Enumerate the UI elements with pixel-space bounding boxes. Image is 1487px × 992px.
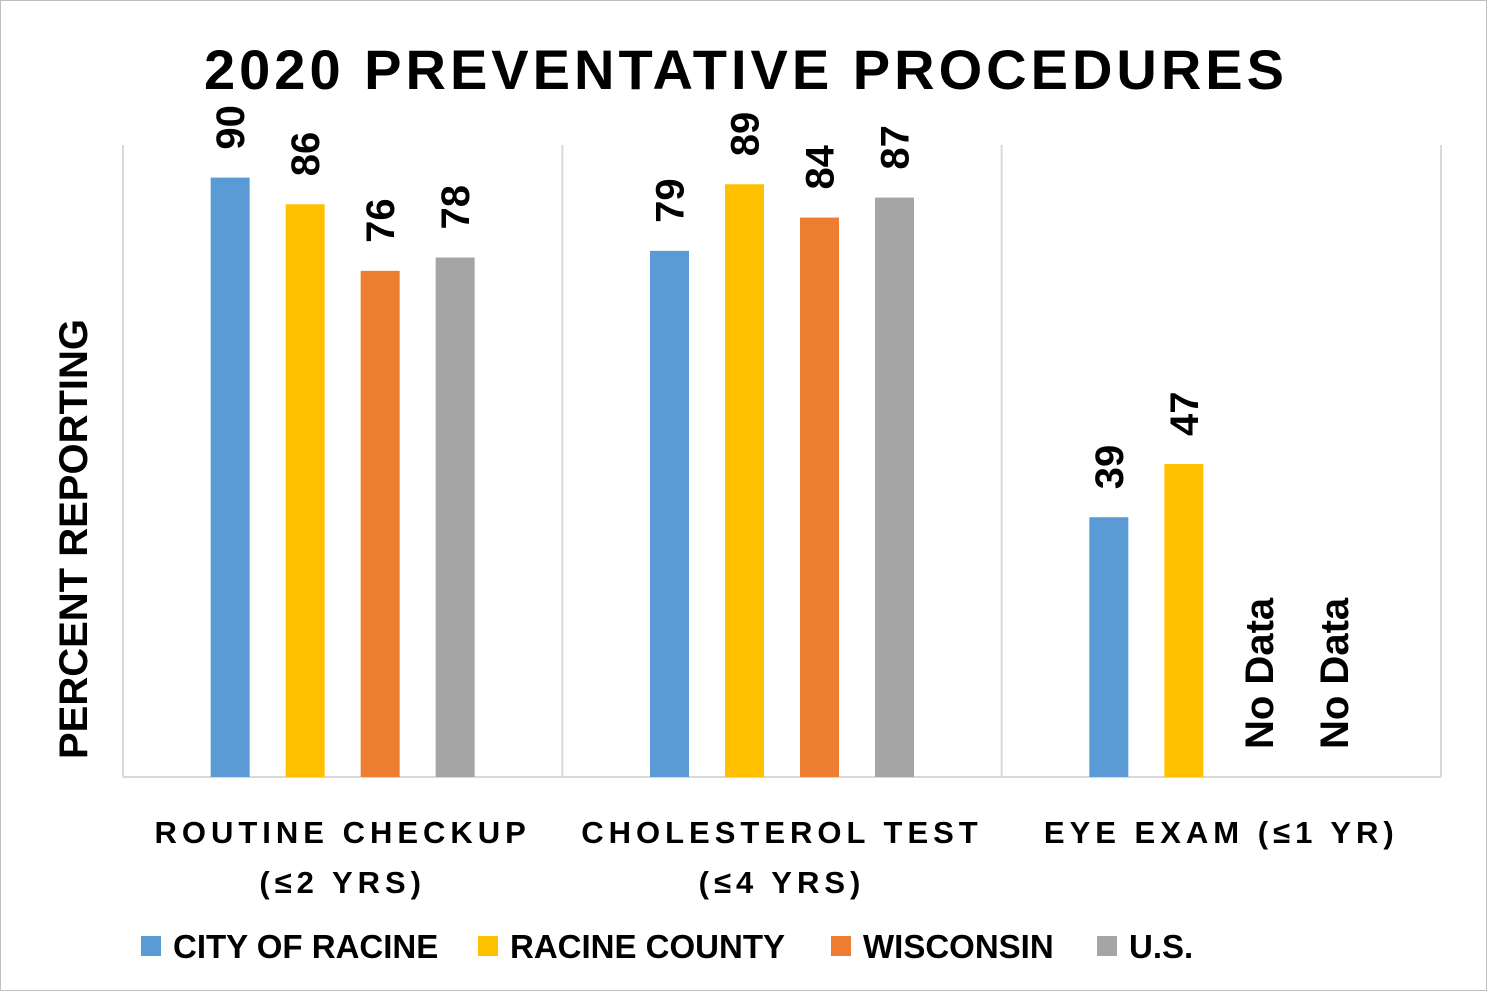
data-label: 89 xyxy=(724,112,768,157)
data-label-missing: No Data xyxy=(1313,597,1357,749)
bar-u-s-2 xyxy=(875,197,914,777)
data-label: 90 xyxy=(209,105,253,150)
legend-swatch-city-of-racine xyxy=(141,936,161,956)
bar-city-of-racine-3 xyxy=(1089,517,1129,777)
bar-city-of-racine-2 xyxy=(650,250,689,778)
data-label: 87 xyxy=(874,125,918,170)
bar-wisconsin-2 xyxy=(800,217,839,777)
legend-label-racine-county: RACINE COUNTY xyxy=(510,928,785,965)
bar-racine-county-1 xyxy=(285,204,325,778)
bar-racine-county-3 xyxy=(1164,463,1204,777)
legend: CITY OF RACINE RACINE COUNTY WISCONSIN U.S. xyxy=(141,928,1193,965)
data-label-missing: No Data xyxy=(1238,597,1282,749)
data-label: 76 xyxy=(359,198,403,243)
category-label: ROUTINE CHECKUP xyxy=(154,815,530,850)
data-label: 78 xyxy=(434,185,478,230)
legend-label-city-of-racine: CITY OF RACINE xyxy=(173,928,438,965)
legend-swatch-wisconsin xyxy=(831,936,851,956)
category-labels: ROUTINE CHECKUP (≤2 YRS) CHOLESTEROL TEST (… xyxy=(154,815,1399,900)
data-label: 84 xyxy=(799,144,843,189)
data-label: 86 xyxy=(284,132,328,177)
legend-swatch-racine-county xyxy=(478,936,498,956)
legend-label-u-s: U.S. xyxy=(1129,928,1193,965)
legend-label-wisconsin: WISCONSIN xyxy=(863,928,1054,965)
legend-swatch-u-s xyxy=(1097,936,1117,956)
data-label: 39 xyxy=(1088,445,1132,490)
chart-title: 2020 PREVENTATIVE PROCEDURES xyxy=(204,38,1288,101)
plot-area: 90 79 39 86 89 47 76 84 No Data 78 87 No Data xyxy=(122,105,1442,778)
data-label: 47 xyxy=(1163,391,1207,436)
bar-wisconsin-1 xyxy=(360,270,400,777)
category-label: CHOLESTEROL TEST xyxy=(581,815,983,850)
category-label: (≤4 YRS) xyxy=(699,865,866,900)
y-axis-label: PERCENT REPORTING xyxy=(52,319,96,759)
bar-city-of-racine-1 xyxy=(210,177,250,778)
category-label: EYE EXAM (≤1 YR) xyxy=(1044,815,1399,850)
data-label: 79 xyxy=(649,178,693,223)
bar-racine-county-2 xyxy=(725,184,764,777)
category-label: (≤2 YRS) xyxy=(259,865,426,900)
bar-u-s-1 xyxy=(435,257,475,777)
